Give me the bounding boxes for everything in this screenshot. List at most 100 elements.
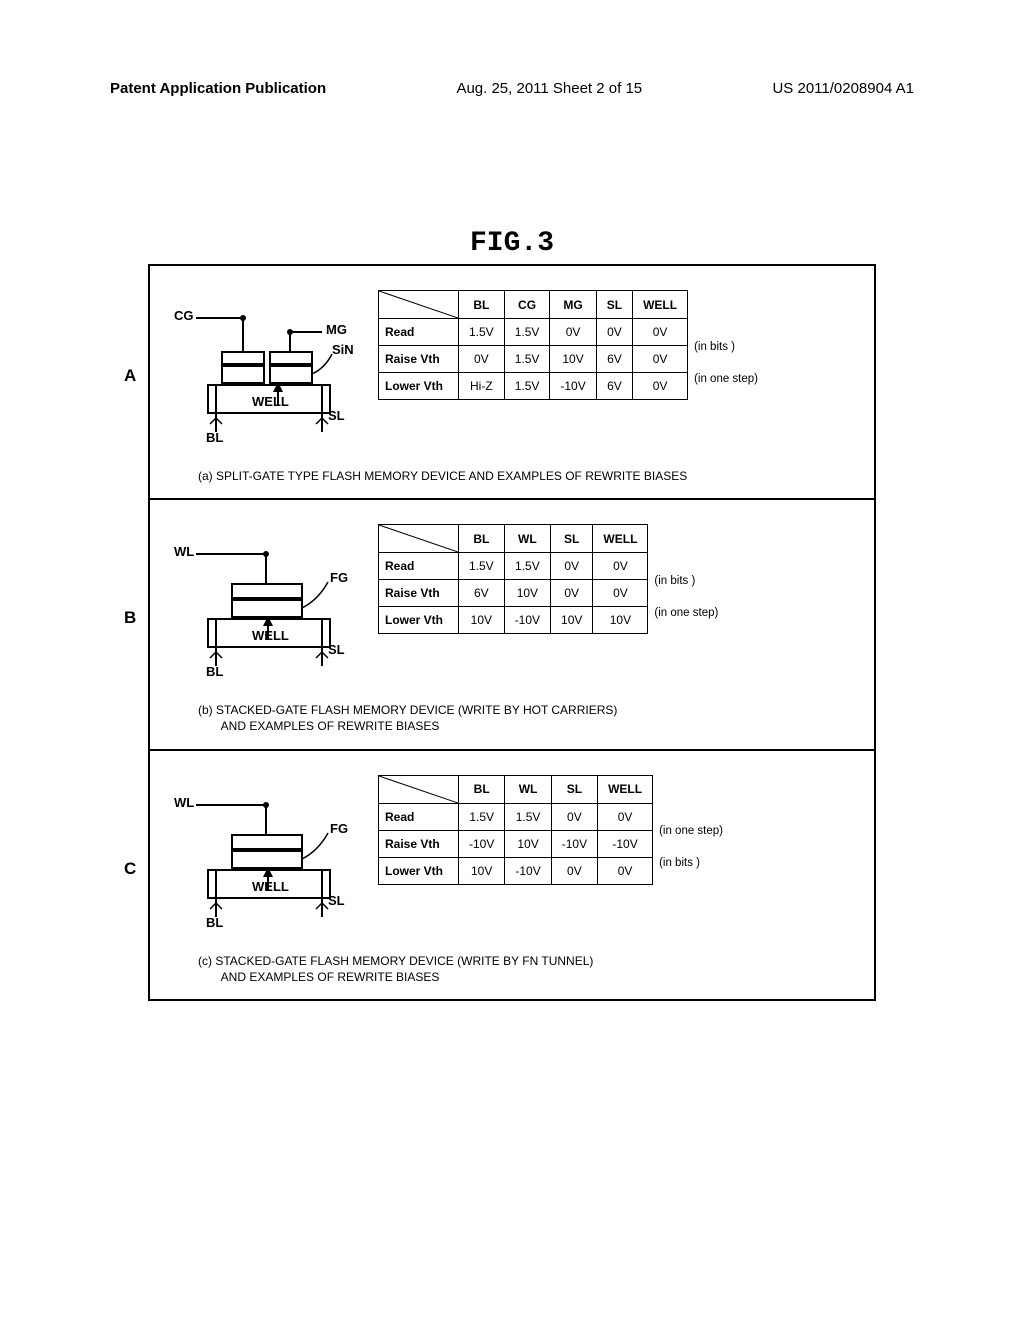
header-center: Aug. 25, 2011 Sheet 2 of 15 xyxy=(456,80,642,97)
col-sl: SL xyxy=(596,291,632,319)
panel-a-notes: (in bits ) (in one step) xyxy=(694,341,758,385)
panel-c-table-wrap: BL WL SL WELL Read 1.5V 1.5V 0V 0V Raise… xyxy=(378,775,723,885)
cell: 0V xyxy=(551,803,597,830)
label-wl-b: WL xyxy=(174,544,194,559)
label-bl-a: BL xyxy=(206,430,223,445)
col-well: WELL xyxy=(633,291,688,319)
cell: 6V xyxy=(596,346,632,373)
cell: -10V xyxy=(598,830,653,857)
note-raise-c: (in one step) xyxy=(659,825,723,837)
label-sl-a: SL xyxy=(328,408,345,423)
cell: -10V xyxy=(505,857,551,884)
cell: 0V xyxy=(633,373,688,400)
cell: 6V xyxy=(459,580,505,607)
corner-cell xyxy=(379,291,459,319)
panel-a: A xyxy=(150,266,874,500)
header-right: US 2011/0208904 A1 xyxy=(772,80,914,97)
panel-c-row: WL FG WELL BL SL BL WL SL WELL Read xyxy=(170,775,854,935)
panel-a-table: BL CG MG SL WELL Read 1.5V 1.5V 0V 0V 0V xyxy=(378,290,688,400)
row-read: Read xyxy=(379,319,459,346)
cell: -10V xyxy=(551,830,597,857)
cell: 1.5V xyxy=(504,319,550,346)
label-fg-b: FG xyxy=(330,570,348,585)
label-bl-c: BL xyxy=(206,915,223,930)
cell: 1.5V xyxy=(504,553,550,580)
row-raise: Raise Vth xyxy=(379,346,459,373)
panel-a-table-wrap: BL CG MG SL WELL Read 1.5V 1.5V 0V 0V 0V xyxy=(378,290,758,400)
row-lower: Lower Vth xyxy=(379,607,459,634)
label-well-b: WELL xyxy=(252,628,289,643)
cell: 10V xyxy=(505,830,551,857)
cell: 1.5V xyxy=(504,346,550,373)
row-read: Read xyxy=(379,553,459,580)
cell: 10V xyxy=(459,607,505,634)
panel-c-notes: (in one step) (in bits ) xyxy=(659,825,723,869)
col-sl: SL xyxy=(551,775,597,803)
cell: 10V xyxy=(550,346,596,373)
label-wl-c: WL xyxy=(174,795,194,810)
header-left: Patent Application Publication xyxy=(110,80,326,97)
col-bl: BL xyxy=(459,525,505,553)
panel-a-row: CG MG SiN WELL BL SL BL CG MG SL WELL xyxy=(170,290,854,450)
note-lower-c: (in bits ) xyxy=(659,857,723,869)
panel-c: C xyxy=(150,751,874,999)
col-cg: CG xyxy=(504,291,550,319)
cell: Hi-Z xyxy=(459,373,505,400)
cell: 0V xyxy=(596,319,632,346)
label-sl-c: SL xyxy=(328,893,345,908)
cell: 0V xyxy=(551,553,593,580)
cell: 1.5V xyxy=(459,803,505,830)
cell: 0V xyxy=(593,553,648,580)
note-lower-a: (in one step) xyxy=(694,373,758,385)
row-lower: Lower Vth xyxy=(379,373,459,400)
cell: 1.5V xyxy=(459,553,505,580)
label-cg: CG xyxy=(174,308,194,323)
cell: 1.5V xyxy=(504,373,550,400)
col-bl: BL xyxy=(459,775,505,803)
panel-b: B xyxy=(150,500,874,750)
cell: -10V xyxy=(459,830,505,857)
col-sl: SL xyxy=(551,525,593,553)
cell: 0V xyxy=(550,319,596,346)
cell: 10V xyxy=(551,607,593,634)
cell: 0V xyxy=(598,803,653,830)
col-bl: BL xyxy=(459,291,505,319)
cell: 1.5V xyxy=(459,319,505,346)
note-raise-b: (in bits ) xyxy=(654,575,718,587)
label-mg: MG xyxy=(326,322,347,337)
corner-cell xyxy=(379,775,459,803)
figure-title: FIG.3 xyxy=(0,228,1024,259)
col-well: WELL xyxy=(598,775,653,803)
panel-b-notes: (in bits ) (in one step) xyxy=(654,575,718,619)
row-lower: Lower Vth xyxy=(379,857,459,884)
cell: 0V xyxy=(459,346,505,373)
cell: 0V xyxy=(593,580,648,607)
cell: 10V xyxy=(504,580,550,607)
page-header: Patent Application Publication Aug. 25, … xyxy=(110,80,914,97)
panel-c-letter: C xyxy=(124,859,136,879)
col-mg: MG xyxy=(550,291,596,319)
panel-b-row: WL FG WELL BL SL BL WL SL WELL Read xyxy=(170,524,854,684)
row-read: Read xyxy=(379,803,459,830)
cell: 10V xyxy=(459,857,505,884)
label-sin: SiN xyxy=(332,342,354,357)
label-fg-c: FG xyxy=(330,821,348,836)
cell: 0V xyxy=(633,319,688,346)
cell: 1.5V xyxy=(505,803,551,830)
panel-c-table: BL WL SL WELL Read 1.5V 1.5V 0V 0V Raise… xyxy=(378,775,653,885)
label-bl-b: BL xyxy=(206,664,223,679)
label-well-c: WELL xyxy=(252,879,289,894)
label-sl-b: SL xyxy=(328,642,345,657)
row-raise: Raise Vth xyxy=(379,580,459,607)
col-well: WELL xyxy=(593,525,648,553)
cell: 10V xyxy=(593,607,648,634)
cell: 0V xyxy=(598,857,653,884)
panel-b-table-wrap: BL WL SL WELL Read 1.5V 1.5V 0V 0V Raise… xyxy=(378,524,718,634)
cell: 0V xyxy=(633,346,688,373)
cell: 0V xyxy=(551,580,593,607)
figure-outer-box: A xyxy=(148,264,876,1001)
panel-b-table: BL WL SL WELL Read 1.5V 1.5V 0V 0V Raise… xyxy=(378,524,648,634)
panel-b-letter: B xyxy=(124,608,136,628)
col-wl: WL xyxy=(505,775,551,803)
corner-cell xyxy=(379,525,459,553)
